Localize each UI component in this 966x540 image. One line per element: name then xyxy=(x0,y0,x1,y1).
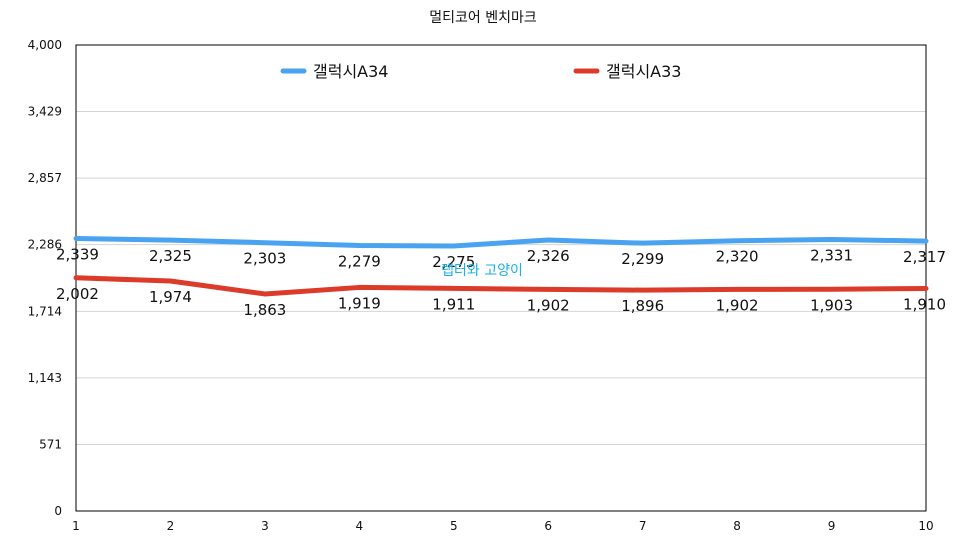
data-label: 2,325 xyxy=(149,247,192,265)
data-label: 2,303 xyxy=(243,250,286,268)
data-labels: 2,339 2,325 2,303 2,279 2,275 2,326 2,299 2,320… xyxy=(56,246,946,319)
y-tick-label: 1,714 xyxy=(28,304,62,318)
y-tick-label: 0 xyxy=(54,504,62,518)
watermark-annotation: 랩터와 고양이 xyxy=(441,263,523,279)
data-label: 2,002 xyxy=(56,285,99,303)
x-axis-ticks: 1 2 3 4 5 6 7 8 9 10 xyxy=(72,519,933,533)
legend: 갤럭시A34 갤럭시A33 xyxy=(280,62,681,81)
x-tick-label: 9 xyxy=(828,519,836,533)
legend-label: 갤럭시A33 xyxy=(606,62,681,81)
x-tick-label: 1 xyxy=(72,519,80,533)
legend-item: 갤럭시A33 xyxy=(573,62,681,81)
y-axis-ticks: 0 571 1,143 1,714 2,286 2,857 3,429 4,000 xyxy=(28,38,62,518)
series-line xyxy=(73,236,929,249)
legend-item: 갤럭시A34 xyxy=(280,62,388,81)
x-tick-label: 2 xyxy=(167,519,175,533)
x-tick-label: 5 xyxy=(450,519,458,533)
data-label: 2,317 xyxy=(903,248,946,266)
data-label: 2,331 xyxy=(810,246,853,264)
x-tick-label: 3 xyxy=(261,519,269,533)
data-label: 2,275 xyxy=(432,253,475,271)
data-label: 1,863 xyxy=(243,301,286,319)
data-label: 1,974 xyxy=(149,288,192,306)
y-tick-label: 3,429 xyxy=(28,105,62,119)
y-tick-label: 2,286 xyxy=(28,238,62,252)
data-label: 1,910 xyxy=(903,295,946,313)
data-label: 1,919 xyxy=(338,294,381,312)
x-tick-label: 10 xyxy=(918,519,933,533)
chart-title: 멀티코어 벤치마크 xyxy=(429,10,537,26)
x-tick-label: 7 xyxy=(639,519,647,533)
data-label: 1,902 xyxy=(716,296,759,314)
data-label: 1,902 xyxy=(527,296,570,314)
x-tick-label: 4 xyxy=(356,519,364,533)
data-label: 2,320 xyxy=(716,248,759,266)
legend-label: 갤럭시A34 xyxy=(313,62,388,81)
y-tick-label: 571 xyxy=(39,437,62,451)
x-tick-label: 6 xyxy=(544,519,552,533)
data-label: 1,911 xyxy=(432,295,475,313)
series-lines xyxy=(73,236,929,297)
y-tick-label: 1,143 xyxy=(28,371,62,385)
data-label: 2,326 xyxy=(527,247,570,265)
data-label: 2,299 xyxy=(621,250,664,268)
data-label: 1,903 xyxy=(810,296,853,314)
data-label: 2,279 xyxy=(338,252,381,270)
series-line xyxy=(73,275,929,297)
y-tick-label: 2,857 xyxy=(28,171,62,185)
data-label: 2,339 xyxy=(56,246,99,264)
data-label: 1,896 xyxy=(621,297,664,315)
y-tick-label: 4,000 xyxy=(28,38,62,52)
x-tick-label: 8 xyxy=(733,519,741,533)
